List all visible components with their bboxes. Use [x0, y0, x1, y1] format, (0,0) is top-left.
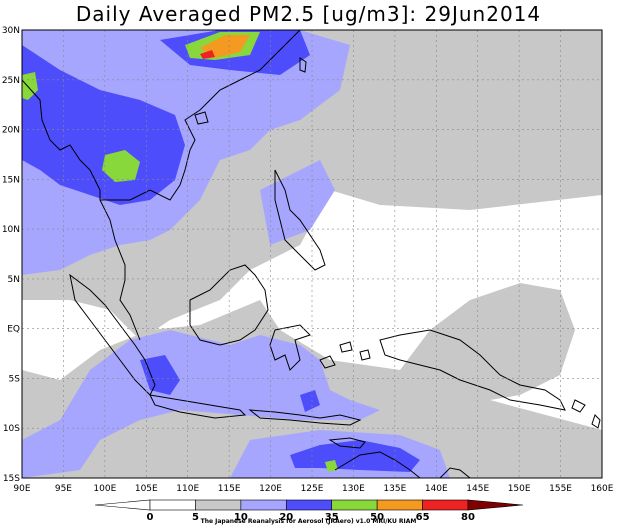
hainan-coastline [194, 111, 209, 125]
x-tick-label: 125E [301, 484, 324, 494]
colorbar-segment [331, 499, 378, 511]
new-guinea-coastline [379, 329, 566, 411]
y-tick-label: 20N [2, 126, 20, 136]
colorbar-threshold-label: 35 [325, 512, 339, 523]
x-tick-label: 90E [13, 484, 30, 494]
pm25-region-20-35 [140, 355, 180, 395]
y-tick-label: 30N [2, 26, 20, 36]
pm25-region-65-80 [200, 50, 215, 59]
x-tick-label: 130E [342, 484, 365, 494]
colorbar-threshold-label: 5 [192, 512, 199, 523]
y-tick-label: 5S [9, 374, 21, 384]
timor-coastline [328, 437, 366, 449]
pm25-region-20-35 [22, 45, 185, 205]
philippines-coastline [274, 169, 326, 271]
taiwan-coastline [299, 57, 307, 73]
colorbar-threshold-label: 50 [370, 512, 384, 523]
x-tick-label: 150E [508, 484, 531, 494]
sumatra-coastline [69, 273, 156, 396]
coastlines [22, 30, 601, 478]
y-tick-label: 25N [2, 76, 20, 86]
borneo-coastline [189, 264, 269, 346]
y-axis-labels: 15S 10S 5S EQ 5N 10N 15N 20N 25N 30N [2, 26, 20, 484]
colorbar-threshold-label: 80 [461, 512, 475, 523]
colorbar-threshold-label: 65 [416, 512, 430, 523]
colorbar-segment [195, 499, 242, 511]
pm25-region-35-50 [102, 150, 140, 182]
pm25-region-20-35 [290, 440, 420, 472]
x-tick-label: 155E [549, 484, 572, 494]
mainland-asia-coastline [22, 30, 301, 341]
colorbar-segment [285, 499, 333, 511]
x-tick-label: 135E [383, 484, 406, 494]
x-tick-label: 120E [259, 484, 282, 494]
y-tick-label: 10S [3, 424, 20, 434]
x-tick-label: 145E [466, 484, 489, 494]
x-tick-label: 100E [93, 484, 116, 494]
colorbar-threshold-label: 0 [147, 512, 154, 523]
x-axis-labels: 90E 95E 100E 105E 110E 115E 120E 125E 130E 135E 14… [13, 484, 613, 494]
plot-frame [21, 29, 603, 479]
colorbar-segment [422, 499, 469, 511]
colorbar-segment [376, 499, 423, 511]
y-tick-label: EQ [7, 325, 20, 335]
colorbar [94, 499, 524, 511]
australia-coastline [334, 451, 471, 478]
pm25-region-35-50 [325, 460, 338, 472]
gridlines [22, 30, 602, 478]
colorbar-low-arrow [94, 499, 151, 511]
colorbar-threshold-label: 10 [234, 512, 248, 523]
x-tick-label: 95E [55, 484, 72, 494]
x-tick-label: 140E [425, 484, 448, 494]
colorbar-segment [240, 499, 287, 511]
lesser-sunda-coastline [248, 409, 362, 426]
pm25-region-20-35 [300, 390, 320, 412]
y-tick-label: 15S [3, 474, 20, 484]
sulawesi-coastline [269, 324, 311, 371]
colorbar-high-arrow [467, 499, 524, 511]
x-tick-label: 105E [135, 484, 158, 494]
credit-line: The Japanese Reanalysis for Aerosol (JRA… [200, 518, 417, 525]
y-tick-label: 10N [2, 225, 20, 235]
colorbar-segment [149, 499, 196, 511]
y-tick-label: 5N [8, 275, 20, 285]
pm25-region-10-20 [260, 160, 335, 245]
colorbar-threshold-label: 20 [279, 512, 293, 523]
y-tick-label: 15N [2, 175, 20, 185]
java-coastline [149, 394, 247, 419]
x-tick-label: 110E [176, 484, 199, 494]
colorbar-labels: 0 5 10 20 35 50 65 80 [147, 512, 475, 523]
x-tick-label: 160E [591, 484, 614, 494]
islands-coastline [319, 341, 601, 429]
map-title: Daily Averaged PM2.5 [ug/m3]: 29Jun2014 [75, 2, 542, 26]
x-tick-label: 115E [218, 484, 241, 494]
